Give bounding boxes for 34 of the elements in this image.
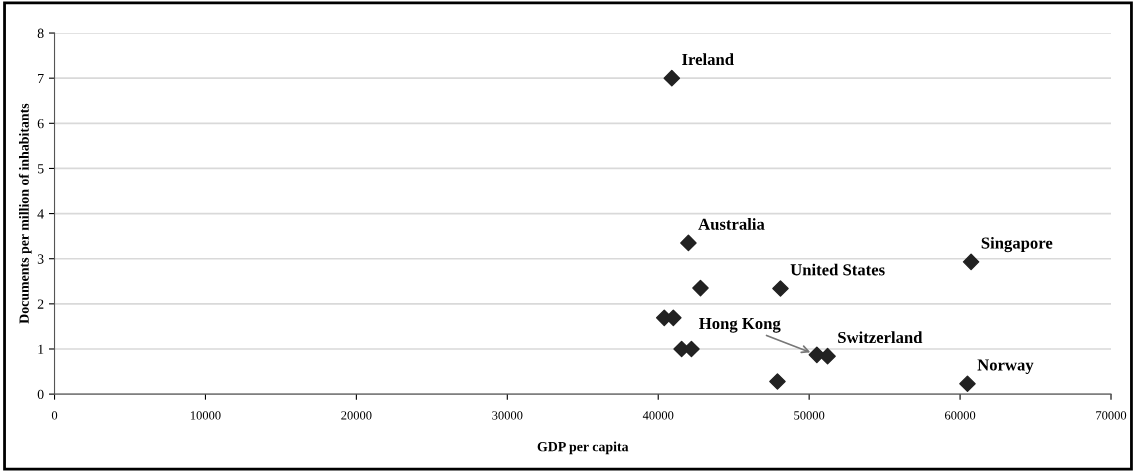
point	[959, 375, 976, 393]
x-tick-label: 30000	[492, 411, 523, 420]
x-tick-label: 70000	[1096, 411, 1127, 420]
y-tick-label: 5	[37, 164, 44, 174]
y-tick-label: 8	[37, 28, 44, 38]
point	[772, 280, 789, 297]
x-tick-label: 20000	[341, 411, 372, 420]
annotation: Norway	[977, 359, 1034, 375]
annotation: Switzerland	[838, 331, 923, 344]
y-tick-label: 6	[37, 118, 44, 129]
annotation: Singapore	[981, 236, 1053, 253]
annotation: Ireland	[682, 53, 734, 66]
x-tick-label: 0	[51, 411, 58, 420]
y-tick-label: 7	[38, 73, 44, 83]
annotation: Australia	[698, 218, 765, 230]
y-tick-label: 2	[37, 299, 44, 309]
x-tick-label: 40000	[642, 411, 674, 420]
y-tick-label: 4	[37, 209, 44, 219]
point	[663, 69, 681, 87]
y-tick-label: 0	[37, 389, 44, 400]
annotation: United States	[790, 263, 885, 276]
y-tick-label: 3	[37, 254, 44, 264]
x-tick-label: 10000	[190, 411, 221, 420]
y-tick-label: 1	[38, 344, 44, 354]
x-tick-label: 60000	[944, 411, 976, 420]
y-axis-title: Documents per million of inhabitants	[18, 103, 32, 324]
point	[962, 253, 980, 271]
x-axis-title: GDP per capita	[537, 441, 629, 455]
point	[692, 279, 709, 297]
annotation: Hong Kong	[699, 318, 781, 333]
point	[769, 373, 786, 390]
point	[819, 347, 836, 365]
point	[680, 234, 697, 252]
x-tick-label: 50000	[794, 411, 825, 420]
